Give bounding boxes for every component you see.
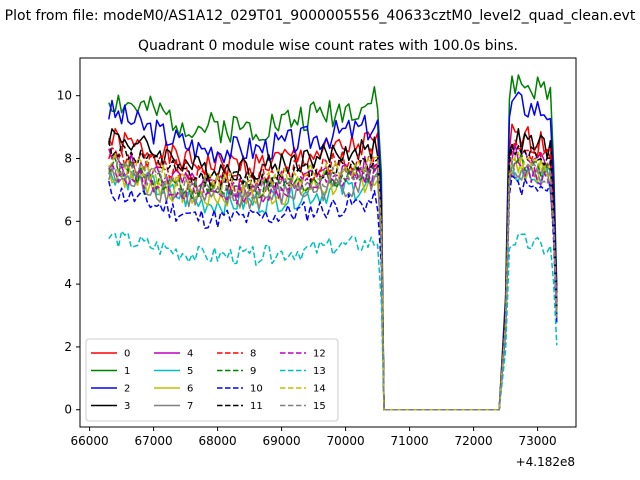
- legend-label-13: 13: [313, 366, 326, 377]
- series-line-12: [108, 161, 558, 411]
- legend-label-15: 15: [313, 401, 326, 412]
- chart-title: Quadrant 0 module wise count rates with …: [138, 38, 518, 54]
- y-tick-label: 4: [64, 277, 72, 291]
- legend-label-3: 3: [124, 401, 130, 412]
- x-tick-label: 67000: [135, 434, 173, 448]
- legend-label-0: 0: [124, 349, 130, 360]
- legend-label-4: 4: [187, 349, 193, 360]
- legend-label-10: 10: [250, 384, 263, 395]
- legend-label-1: 1: [124, 366, 130, 377]
- plot-frame: [79, 57, 577, 428]
- y-tick-label: 0: [64, 403, 72, 417]
- x-tick-label: 70000: [327, 434, 365, 448]
- x-tick-label: 68000: [199, 434, 237, 448]
- y-tick-label: 6: [64, 214, 72, 228]
- legend-label-6: 6: [187, 384, 193, 395]
- legend-label-5: 5: [187, 366, 193, 377]
- y-axis: 0 2 4 6 8 10: [57, 89, 80, 417]
- x-tick-label: 71000: [391, 434, 429, 448]
- legend-label-7: 7: [187, 401, 193, 412]
- series-layer: [108, 74, 558, 411]
- x-axis: 66000 67000 68000 69000 70000 71000 72000 73000: [71, 427, 557, 448]
- y-tick-label: 8: [64, 151, 72, 165]
- legend-label-14: 14: [313, 384, 326, 395]
- x-tick-label: 72000: [455, 434, 493, 448]
- y-tick-label: 10: [57, 89, 72, 103]
- y-tick-label: 2: [64, 340, 72, 354]
- legend-label-8: 8: [250, 349, 256, 360]
- x-offset-label: +4.182e8: [516, 455, 575, 469]
- x-tick-label: 69000: [263, 434, 301, 448]
- legend-label-11: 11: [250, 401, 263, 412]
- legend-label-9: 9: [250, 366, 256, 377]
- legend-box: [85, 338, 339, 422]
- legend-label-2: 2: [124, 384, 130, 395]
- legend-label-12: 12: [313, 349, 326, 360]
- x-tick-label: 66000: [71, 434, 109, 448]
- series-line-14: [108, 151, 558, 411]
- x-tick-label: 73000: [519, 434, 557, 448]
- figure-suptitle: Plot from file: modeM0/AS1A12_029T01_900…: [5, 8, 636, 24]
- series-line-15: [108, 156, 558, 411]
